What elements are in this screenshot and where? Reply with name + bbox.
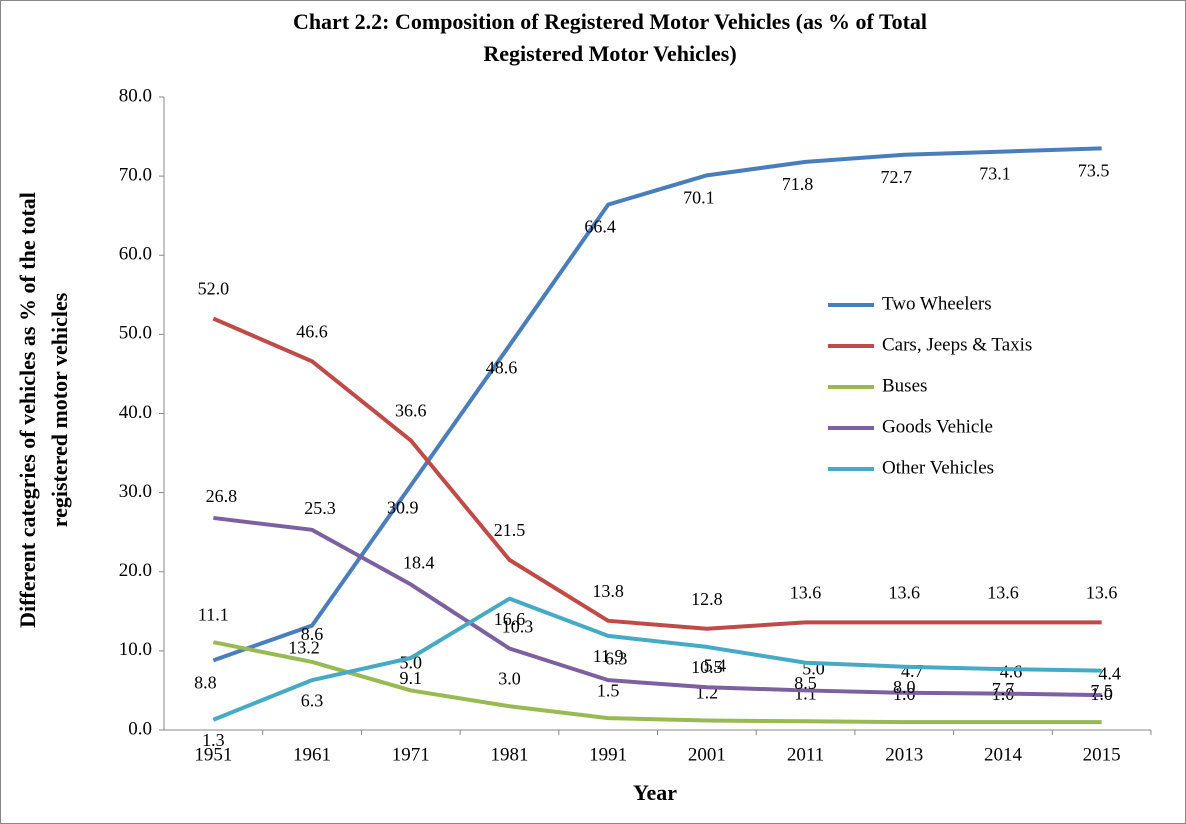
data-label: 73.1 xyxy=(979,164,1011,184)
series-line xyxy=(213,515,1102,698)
data-label: 13.6 xyxy=(1086,583,1118,603)
x-tick-label: 1981 xyxy=(490,744,528,765)
data-label: 4.4 xyxy=(1098,663,1121,683)
data-label: 72.7 xyxy=(881,167,913,187)
x-tick-label: 1971 xyxy=(392,744,430,765)
data-label: 18.4 xyxy=(403,553,435,573)
y-tick-label: 40.0 xyxy=(119,402,152,423)
data-label: 30.9 xyxy=(387,498,419,518)
data-label: 11.9 xyxy=(593,646,624,666)
data-label: 36.6 xyxy=(395,401,427,421)
x-tick-label: 1951 xyxy=(194,744,232,765)
data-label: 1.5 xyxy=(597,680,620,700)
data-label: 13.8 xyxy=(592,581,624,601)
series-line xyxy=(212,640,1102,725)
chart-title: Chart 2.2: Composition of Registered Mot… xyxy=(293,9,927,34)
x-tick-label: 1991 xyxy=(589,744,627,765)
legend-label: Buses xyxy=(882,375,927,396)
data-label: 25.3 xyxy=(304,498,336,518)
data-label: 8.0 xyxy=(893,677,916,697)
data-label: 9.1 xyxy=(400,668,423,688)
data-label: 48.6 xyxy=(486,358,518,378)
y-tick-label: 20.0 xyxy=(119,560,152,581)
data-label: 5.4 xyxy=(704,655,727,675)
chart-title: Registered Motor Vehicles) xyxy=(483,41,736,66)
data-label: 70.1 xyxy=(683,187,715,207)
data-label: 66.4 xyxy=(584,217,616,237)
series-line xyxy=(212,316,1102,631)
data-label: 21.5 xyxy=(494,520,526,540)
x-tick-label: 2013 xyxy=(885,744,923,765)
data-label: 71.8 xyxy=(782,174,814,194)
y-tick-label: 80.0 xyxy=(119,85,152,106)
x-tick-label: 2014 xyxy=(984,744,1023,765)
x-tick-label: 2011 xyxy=(787,744,824,765)
series-line xyxy=(212,596,1102,722)
y-tick-label: 30.0 xyxy=(119,481,152,502)
data-label: 26.8 xyxy=(206,486,238,506)
data-label: 13.6 xyxy=(987,583,1019,603)
data-label: 7.5 xyxy=(1090,681,1113,701)
legend-label: Cars, Jeeps & Taxis xyxy=(882,334,1032,355)
x-tick-label: 1961 xyxy=(293,744,331,765)
y-axis-title: registered motor vehicles xyxy=(47,292,72,527)
x-axis-title: Year xyxy=(633,780,677,805)
y-tick-label: 50.0 xyxy=(119,323,152,344)
data-label: 52.0 xyxy=(198,279,230,299)
data-label: 11.1 xyxy=(198,604,229,624)
data-label: 10.3 xyxy=(502,617,534,637)
y-tick-label: 70.0 xyxy=(119,164,152,185)
data-label: 46.6 xyxy=(296,321,328,341)
x-tick-label: 2001 xyxy=(688,744,726,765)
data-label: 8.5 xyxy=(794,673,817,693)
data-label: 13.6 xyxy=(790,583,822,603)
data-label: 13.6 xyxy=(889,583,921,603)
data-label: 6.3 xyxy=(301,690,324,710)
y-tick-label: 60.0 xyxy=(119,244,152,265)
data-label: 1.3 xyxy=(202,730,225,750)
data-label: 8.6 xyxy=(301,624,324,644)
data-label: 7.7 xyxy=(992,679,1015,699)
data-label: 6.3 xyxy=(605,648,628,668)
data-label: 10.5 xyxy=(691,657,723,677)
legend-label: Other Vehicles xyxy=(882,457,994,478)
data-label: 13.2 xyxy=(288,638,320,658)
data-label: 16.6 xyxy=(494,609,526,629)
data-label: 4.6 xyxy=(1000,662,1023,682)
data-label: 73.5 xyxy=(1078,161,1110,181)
y-tick-label: 0.0 xyxy=(128,718,152,739)
y-axis-title: Different categries of vehicles as % of … xyxy=(15,192,40,628)
legend-label: Two Wheelers xyxy=(882,293,992,314)
data-label: 12.8 xyxy=(691,589,723,609)
data-label: 3.0 xyxy=(498,668,521,688)
y-tick-label: 10.0 xyxy=(119,639,152,660)
legend-label: Goods Vehicle xyxy=(882,416,993,437)
data-label: 8.8 xyxy=(194,672,217,692)
x-tick-label: 2015 xyxy=(1083,744,1121,765)
